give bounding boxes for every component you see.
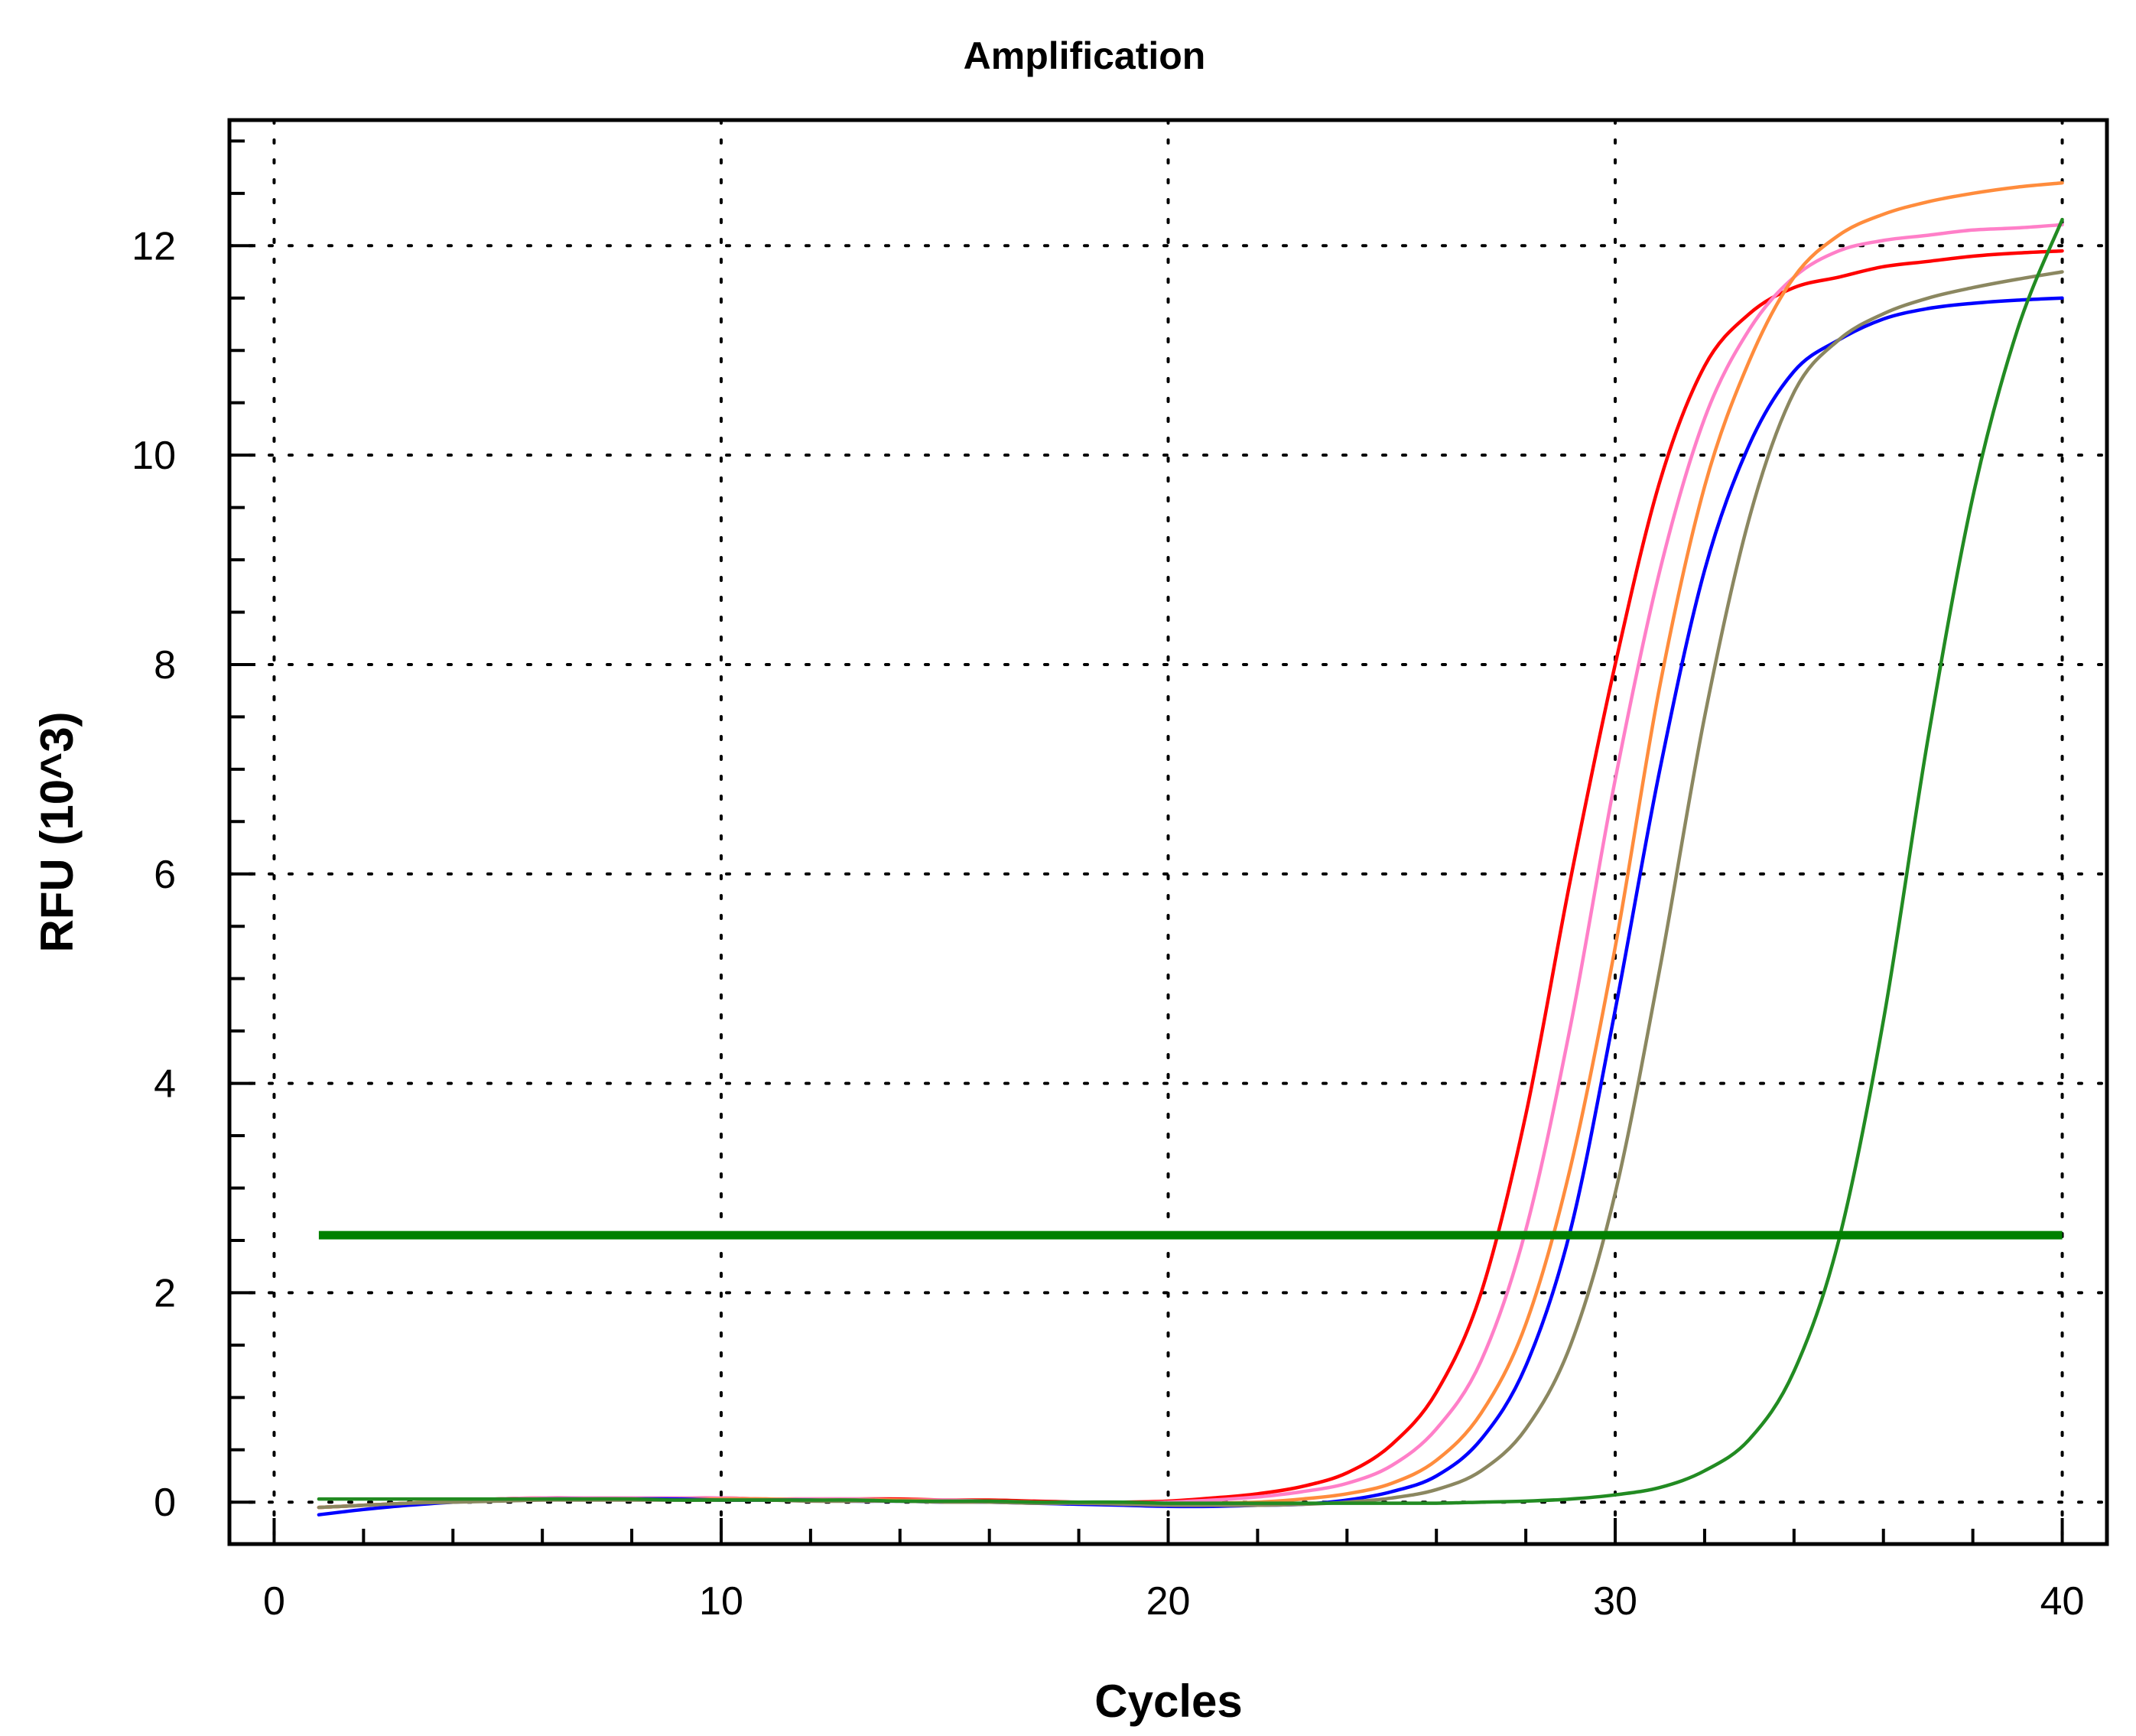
y-tick-label: 4: [154, 1062, 176, 1107]
x-axis-label: Cycles: [1094, 1676, 1242, 1727]
amplification-curve-2: [317, 223, 2064, 1510]
y-tick-label: 8: [154, 643, 176, 688]
y-tick-label: 10: [132, 434, 176, 478]
y-tick-label: 2: [154, 1271, 176, 1315]
x-tick-label: 20: [1146, 1579, 1191, 1624]
x-tick-label: 10: [699, 1579, 743, 1624]
amplification-curve-5: [317, 270, 2064, 1510]
y-axis-label: RFU (10^3): [31, 711, 83, 952]
tick-labels: 0 10 20 30 40 0 2 4 6 8 10 12: [132, 224, 2084, 1624]
chart-title: Amplification: [964, 34, 1206, 77]
amplification-curves: [317, 180, 2064, 1517]
amplification-curve-1: [317, 249, 2064, 1510]
x-tick-label: 0: [263, 1579, 285, 1624]
y-tick-label: 0: [154, 1481, 176, 1525]
grid-lines: [228, 119, 2108, 1546]
amplification-curve-6: [317, 217, 2064, 1505]
y-tick-label: 6: [154, 853, 176, 897]
x-tick-label: 30: [1593, 1579, 1637, 1624]
x-tick-label: 40: [2040, 1579, 2085, 1624]
axis-ticks: [229, 139, 2064, 1544]
y-tick-label: 12: [132, 224, 176, 268]
amplification-curve-4: [317, 296, 2064, 1517]
plot-frame: [227, 118, 2109, 1546]
